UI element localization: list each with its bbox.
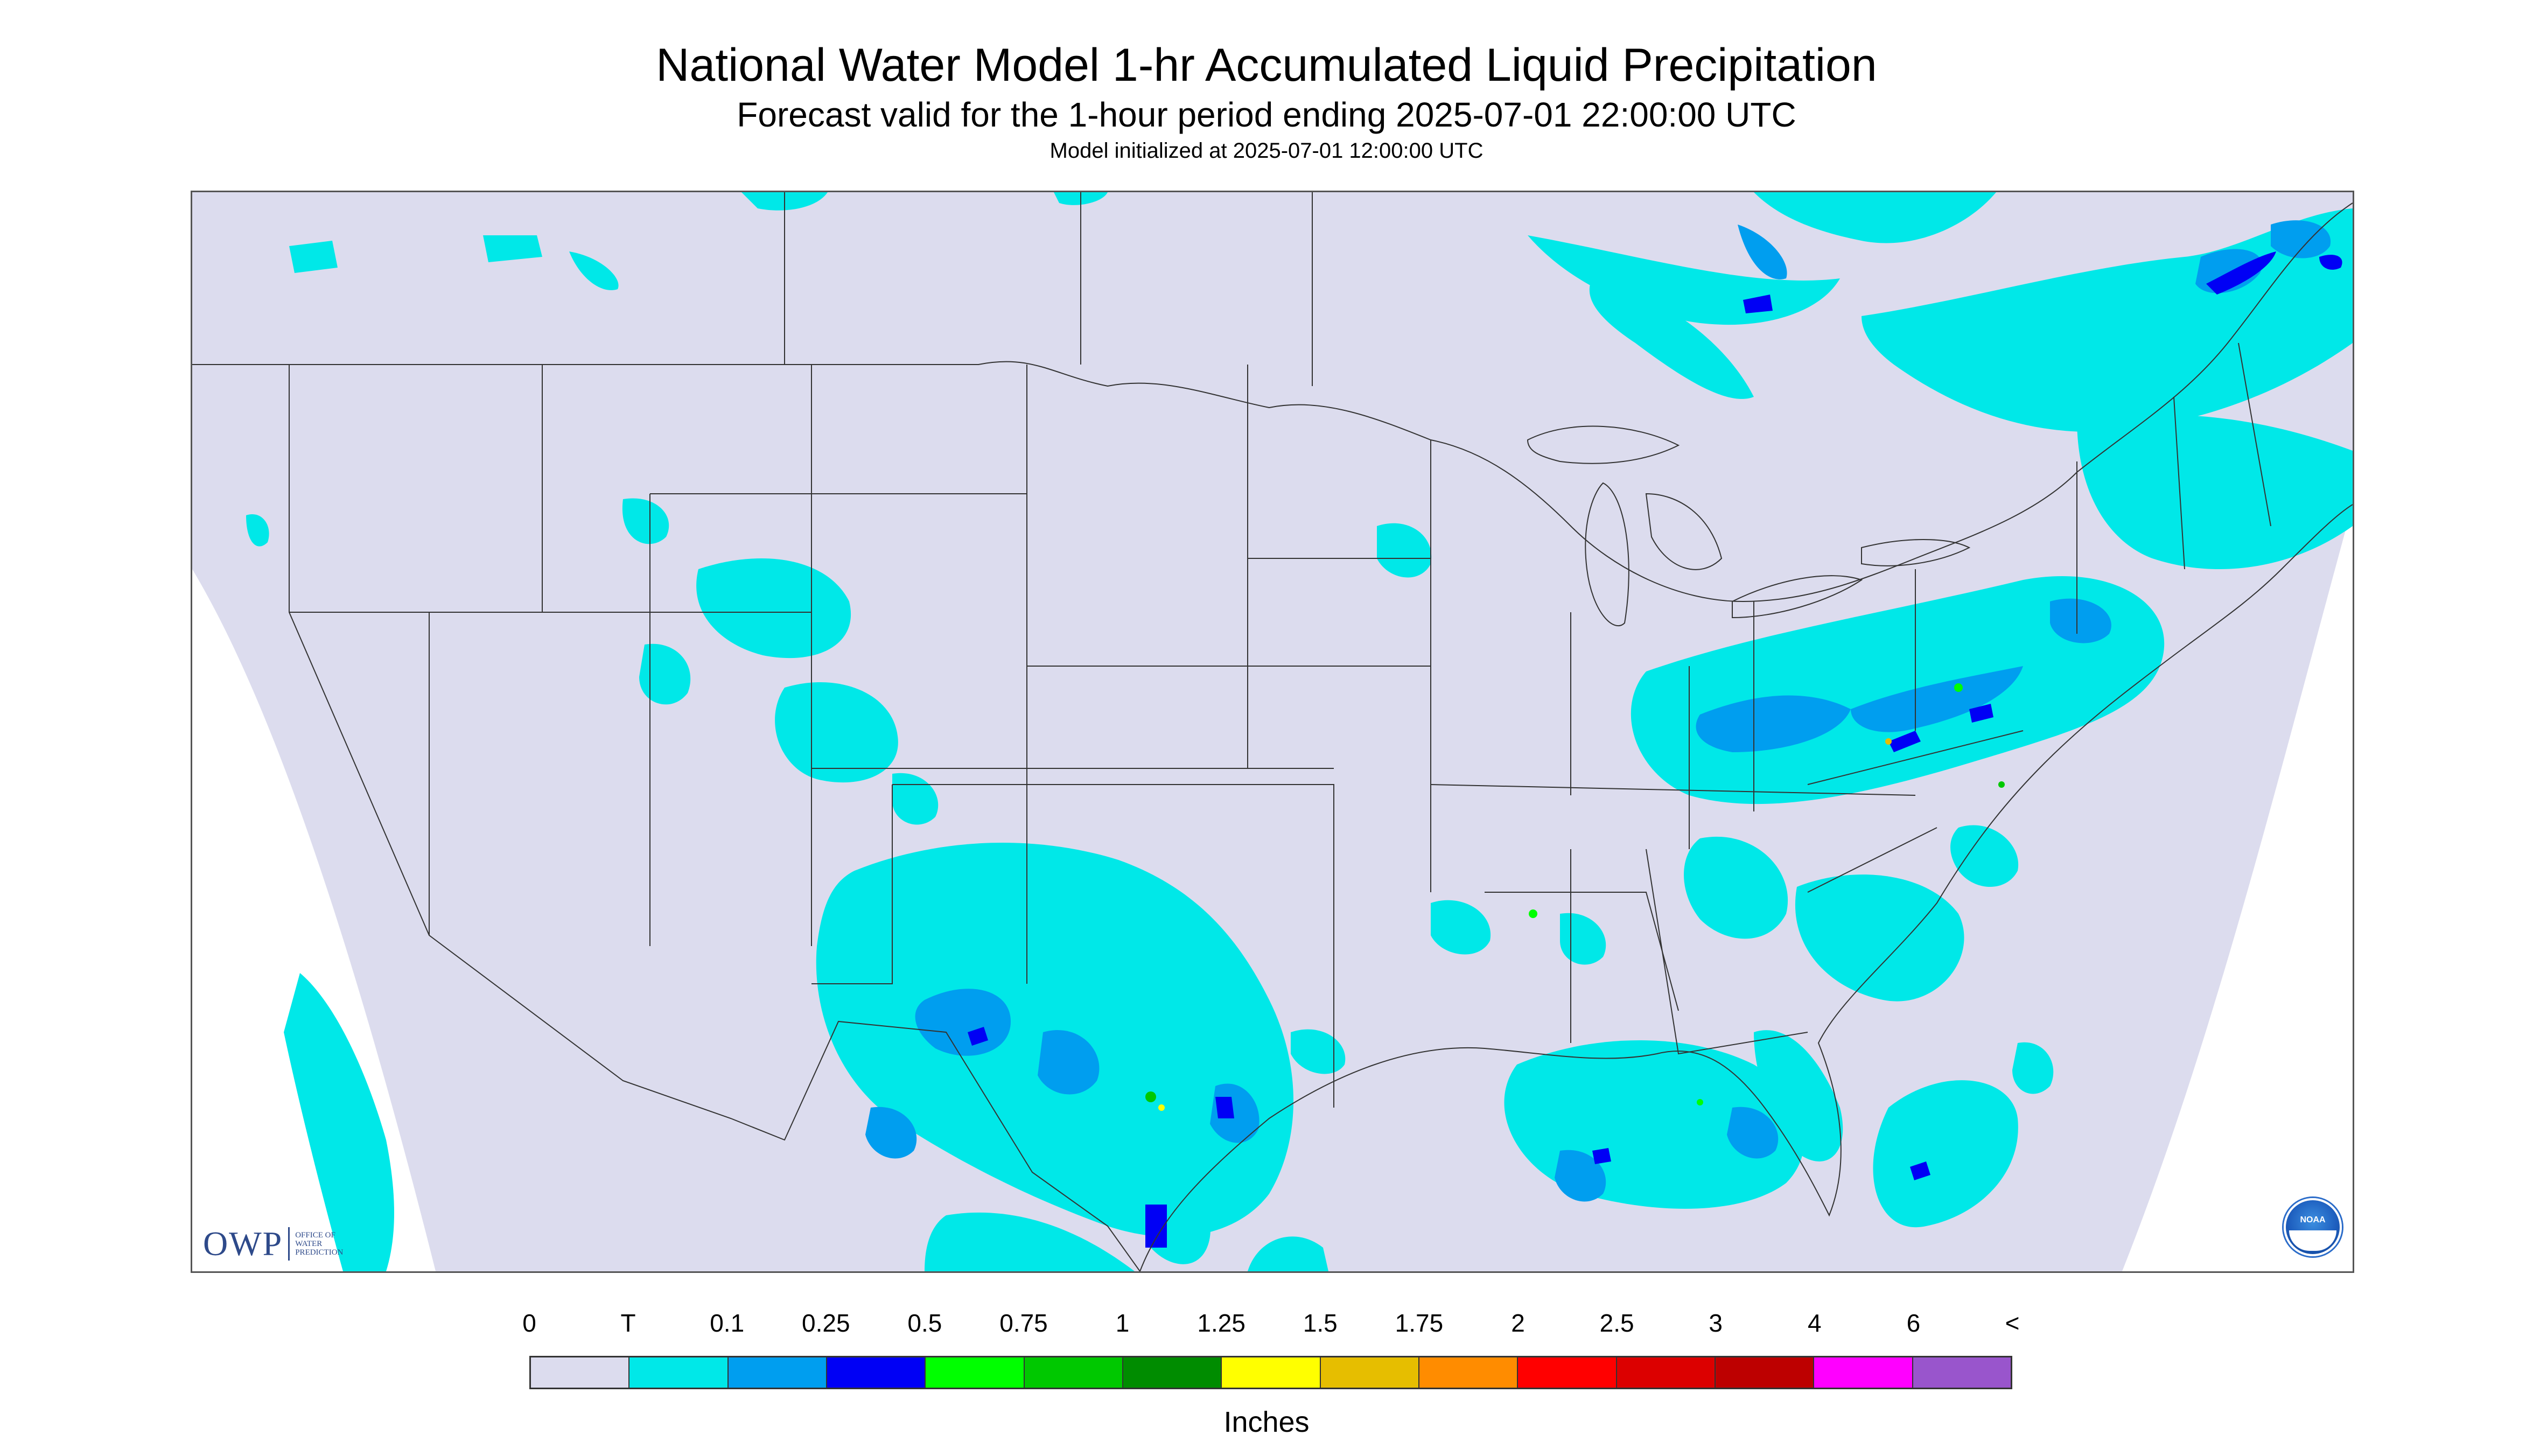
- legend-swatch: [1123, 1357, 1222, 1388]
- legend-swatch: [1024, 1357, 1123, 1388]
- legend-swatch: [926, 1357, 1025, 1388]
- noaa-logo-text: NOAA: [2300, 1215, 2326, 1224]
- legend-label: 0: [522, 1309, 536, 1337]
- legend-swatch: [1715, 1357, 1815, 1388]
- legend-label: 4: [1808, 1309, 1822, 1337]
- legend-swatch: [531, 1357, 630, 1388]
- legend-label: 1: [1115, 1309, 1130, 1337]
- map-boundaries: [192, 192, 2353, 1271]
- legend-swatch: [1419, 1357, 1519, 1388]
- legend-label: T: [620, 1309, 636, 1337]
- map-canvas: [192, 192, 2353, 1271]
- noaa-logo: NOAA: [2284, 1198, 2342, 1256]
- owp-logo-mark: OWP: [203, 1224, 283, 1263]
- legend-label: 0.1: [710, 1309, 745, 1337]
- legend-swatch: [629, 1357, 729, 1388]
- map-subtitle: Forecast valid for the 1-hour period end…: [737, 95, 1796, 134]
- legend-swatch: [1617, 1357, 1716, 1388]
- model-init-time: Model initialized at 2025-07-01 12:00:00…: [1049, 139, 1484, 163]
- precip-moderate-areas: [968, 251, 2342, 1248]
- legend-label: 1.5: [1303, 1309, 1338, 1337]
- precip-light-areas: [865, 220, 2331, 1202]
- noaa-wave-icon: [2289, 1230, 2336, 1251]
- legend-units: Inches: [1223, 1406, 1310, 1438]
- legend-swatch: [1320, 1357, 1419, 1388]
- legend-label: 0.75: [999, 1309, 1048, 1337]
- model-domain: [192, 192, 2353, 1271]
- owp-logo-divider: [288, 1227, 290, 1261]
- legend-swatch: [1222, 1357, 1321, 1388]
- legend-swatch: [1913, 1357, 2011, 1388]
- legend-color-bar: [529, 1356, 2012, 1389]
- legend-label: 6: [1906, 1309, 1921, 1337]
- legend-labels: 0 T 0.1 0.25 0.5 0.75 1 1.25 1.5 1.75 2 2.5 3 4 6 <: [0, 1308, 2533, 1341]
- legend-swatch: [1518, 1357, 1617, 1388]
- precip-heavy-cores: [1145, 683, 2005, 1111]
- legend-label: 2.5: [1599, 1309, 1634, 1337]
- map-title: National Water Model 1-hr Accumulated Li…: [656, 39, 1877, 91]
- legend-label: 1.75: [1395, 1309, 1444, 1337]
- legend-swatch: [1814, 1357, 1913, 1388]
- owp-logo: OWP OFFICE OF WATER PREDICTION: [203, 1224, 360, 1264]
- legend-label: <: [2005, 1309, 2020, 1337]
- legend-label: 3: [1709, 1309, 1723, 1337]
- legend-swatch: [827, 1357, 926, 1388]
- legend-label: 0.5: [907, 1309, 942, 1337]
- legend-label: 0.25: [802, 1309, 850, 1337]
- owp-logo-text: OFFICE OF WATER PREDICTION: [295, 1231, 344, 1257]
- legend-label: 2: [1511, 1309, 1525, 1337]
- precipitation-map: OWP OFFICE OF WATER PREDICTION NOAA: [191, 191, 2354, 1273]
- legend-swatch: [728, 1357, 827, 1388]
- legend-label: 1.25: [1197, 1309, 1245, 1337]
